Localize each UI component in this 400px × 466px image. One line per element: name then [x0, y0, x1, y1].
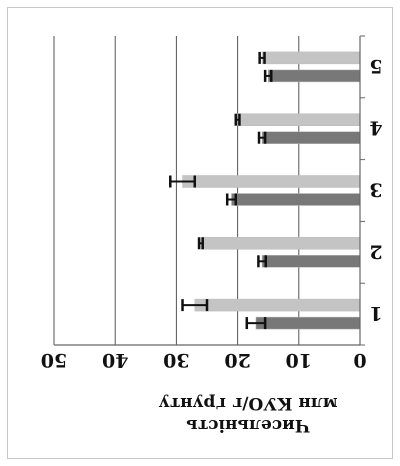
axes [54, 35, 365, 346]
category-label: 2 [369, 240, 382, 262]
bar [261, 255, 361, 268]
category-label: 5 [369, 55, 382, 77]
bar [194, 298, 361, 312]
tick-labels: 0 10 20 30 40 50 [41, 349, 367, 371]
tick-label: 50 [41, 349, 67, 371]
category-label: 3 [369, 179, 382, 201]
bars [169, 51, 361, 330]
axis-label-line-2: млн КУО/г ґрунту [159, 393, 338, 413]
chart-rotated-group: 0 10 20 30 40 50 1 2 3 4 5 Чисельність млн КУО/г … [41, 35, 383, 435]
bar [255, 316, 361, 330]
tick-label: 30 [163, 349, 189, 371]
category-labels: 1 2 3 4 5 [369, 55, 382, 324]
bar [182, 175, 361, 188]
bar [261, 131, 361, 144]
bar [261, 51, 361, 65]
tick-label: 20 [224, 349, 250, 371]
bar [237, 113, 361, 126]
category-label: 4 [369, 117, 382, 139]
grid-lines [53, 36, 300, 345]
axis-label-line-1: Чисельність [186, 415, 310, 435]
bar [231, 193, 361, 206]
bar [200, 237, 361, 250]
tick-label: 0 [353, 349, 366, 371]
bar [267, 69, 361, 83]
chart-frame [7, 7, 393, 459]
tick-label: 10 [286, 349, 312, 371]
tick-label: 40 [102, 349, 128, 371]
category-label: 1 [369, 302, 382, 324]
